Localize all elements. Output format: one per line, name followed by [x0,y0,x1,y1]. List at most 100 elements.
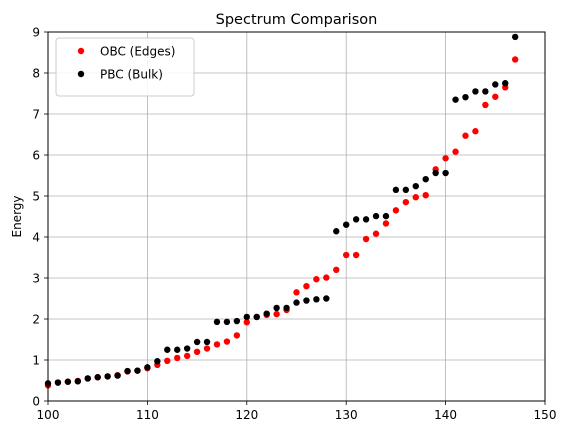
data-point [94,374,101,381]
data-point [422,191,429,199]
data-point [174,346,181,353]
data-point [343,221,350,228]
data-point [402,198,410,206]
chart-title: Spectrum Comparison [216,12,378,28]
data-point [492,93,499,100]
data-point [74,378,82,385]
data-point [372,230,380,237]
data-point [502,80,509,87]
data-point [233,317,241,325]
y-tick-label: 3 [32,271,40,285]
data-point [54,379,62,386]
legend-box [55,37,195,97]
y-tick-label: 2 [32,312,40,326]
data-point [303,297,310,304]
y-tick-label: 5 [32,189,40,203]
x-tick-label: 110 [136,408,159,422]
data-point [333,228,340,235]
data-point [343,251,350,259]
y-tick-label: 0 [32,394,40,408]
data-point [164,357,171,365]
data-point [223,318,231,326]
data-point [392,186,400,194]
data-point [243,319,250,326]
data-point [323,295,330,302]
data-point [482,101,489,109]
data-point [313,276,320,283]
data-point [154,358,161,365]
series-pbc [44,33,519,387]
data-point [183,352,191,360]
data-point [472,128,479,135]
data-point [104,373,111,380]
data-point [362,216,370,223]
legend-marker [77,47,85,55]
data-point [134,367,141,374]
data-point [193,348,201,355]
data-point [511,33,519,41]
data-point [352,251,360,259]
x-tick-label: 140 [434,408,457,422]
data-point [382,212,390,220]
axes-frame [47,31,546,402]
data-point [402,186,410,194]
data-point [174,354,181,362]
data-point [432,169,439,177]
data-point [223,338,231,345]
data-point [313,296,320,303]
data-point [442,155,449,162]
data-point [412,194,419,201]
x-tick-label: 120 [235,408,258,422]
data-point [193,338,201,346]
data-point [303,283,310,290]
data-point [372,212,380,220]
data-point [323,274,330,281]
data-point [114,372,121,379]
data-point [253,313,260,321]
legend-label: OBC (Edges) [100,44,175,58]
data-point [283,304,290,312]
y-tick-label: 8 [32,66,40,80]
data-point [482,88,489,95]
y-tick-label: 6 [32,148,40,162]
y-tick-label: 7 [32,107,40,121]
data-point [273,310,280,318]
data-point [422,175,429,183]
data-point [333,266,340,273]
data-point [213,341,221,348]
y-tick-label: 1 [32,353,40,367]
x-tick-label: 100 [37,408,60,422]
data-point [183,345,191,352]
data-point [203,338,211,346]
data-point [233,332,241,339]
data-point [462,93,469,101]
data-point [144,364,151,371]
data-point [472,88,479,95]
y-tick-label: 4 [32,230,40,244]
legend-label: PBC (Bulk) [100,67,163,81]
data-point [213,318,221,326]
y-tick-label: 9 [32,25,40,39]
data-point [263,310,270,317]
data-point [84,375,91,382]
data-point [392,207,400,214]
x-tick-label: 130 [335,408,358,422]
data-point [243,313,250,321]
data-point [293,289,300,296]
data-point [293,299,300,306]
data-points [44,33,519,389]
data-point [203,345,211,352]
data-point [452,96,459,103]
x-tick-label: 150 [534,408,557,422]
legend-marker [77,70,85,78]
axes: 100 110 120 130 140 150 0 1 2 3 4 5 6 7 8 9 [32,25,556,422]
legend: OBC (Edges) PBC (Bulk) [55,37,195,97]
data-point [124,367,131,375]
data-point [164,346,171,353]
data-point [64,378,72,385]
data-point [382,220,390,227]
data-point [362,235,370,243]
data-point [412,182,419,190]
data-point [352,216,360,223]
